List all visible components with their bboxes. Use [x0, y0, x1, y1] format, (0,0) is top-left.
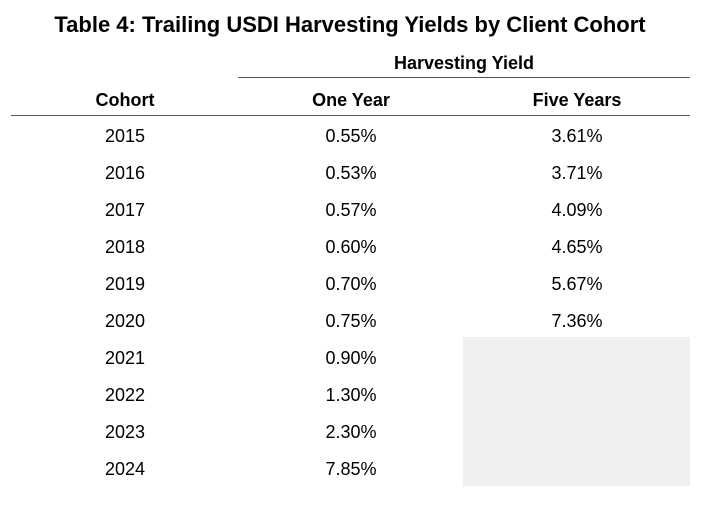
one-year-cell: 0.75% [325, 311, 377, 331]
one-year-cell: 0.70% [325, 274, 377, 294]
group-header-rule [238, 77, 690, 78]
cohort-cell: 2015 [104, 126, 146, 146]
table-row: 2016 0.53% 3.71% [11, 155, 690, 192]
one-year-cell: 0.55% [325, 126, 377, 146]
five-years-cell [464, 377, 690, 414]
table-row: 2019 0.70% 5.67% [11, 266, 690, 303]
five-years-cell [464, 451, 690, 488]
five-years-cell: 7.36% [551, 311, 603, 331]
column-header-five-years: Five Years [532, 90, 622, 110]
table-row: 2018 0.60% 4.65% [11, 229, 690, 266]
unavailable-data-shade [463, 337, 690, 486]
five-years-cell [464, 340, 690, 377]
five-years-cell: 5.67% [551, 274, 603, 294]
cohort-cell: 2020 [104, 311, 146, 331]
one-year-cell: 0.53% [325, 163, 377, 183]
cohort-cell: 2022 [104, 385, 146, 405]
one-year-cell: 0.90% [325, 348, 377, 368]
one-year-cell: 7.85% [325, 459, 377, 479]
one-year-cell: 2.30% [325, 422, 377, 442]
table-row: 2023 2.30% [11, 414, 690, 451]
group-header-harvesting-yield: Harvesting Yield [393, 53, 535, 73]
column-header-one-year: One Year [312, 90, 390, 110]
cohort-cell: 2018 [104, 237, 146, 257]
one-year-cell: 1.30% [325, 385, 377, 405]
five-years-cell [464, 414, 690, 451]
table-row: 2020 0.75% 7.36% [11, 303, 690, 340]
cohort-cell: 2019 [104, 274, 146, 294]
table-title: Table 4: Trailing USDI Harvesting Yields… [54, 12, 646, 37]
table-row: 2024 7.85% [11, 451, 690, 488]
cohort-cell: 2016 [104, 163, 146, 183]
table-row: 2021 0.90% [11, 340, 690, 377]
cohort-cell: 2017 [104, 200, 146, 220]
one-year-cell: 0.57% [325, 200, 377, 220]
cohort-cell: 2021 [104, 348, 146, 368]
column-header-cohort: Cohort [95, 90, 155, 110]
column-header-rule [11, 115, 690, 116]
one-year-cell: 0.60% [325, 237, 377, 257]
five-years-cell: 3.71% [551, 163, 603, 183]
five-years-cell: 3.61% [551, 126, 603, 146]
five-years-cell: 4.65% [551, 237, 603, 257]
table-row: 2022 1.30% [11, 377, 690, 414]
table-row: 2017 0.57% 4.09% [11, 192, 690, 229]
cohort-cell: 2023 [104, 422, 146, 442]
cohort-cell: 2024 [104, 459, 146, 479]
table-row: 2015 0.55% 3.61% [11, 118, 690, 155]
five-years-cell: 4.09% [551, 200, 603, 220]
